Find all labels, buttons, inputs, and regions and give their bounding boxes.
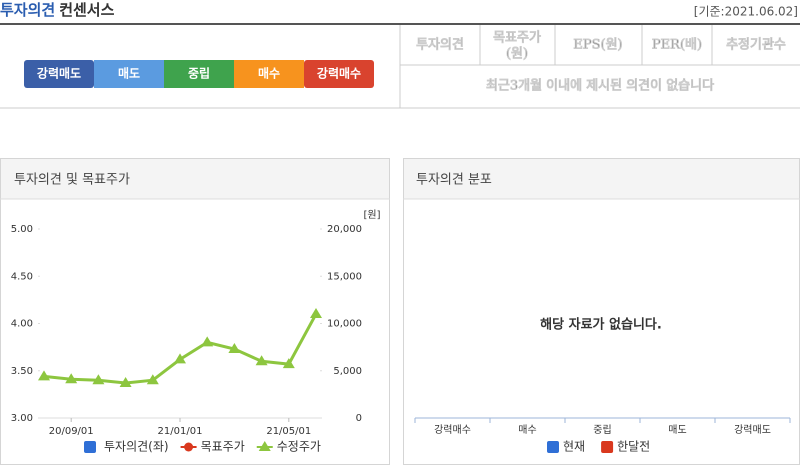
consensus-table: 투자의견 목표주가 (원) EPS(원) PER(배) 추정기관수 최근3개월 …: [0, 25, 800, 109]
table-header: EPS(원): [573, 38, 622, 53]
y2-tick-label: 15,000: [327, 271, 362, 282]
table-header: 투자의견: [416, 38, 464, 53]
no-data-message: 해당 자료가 없습니다.: [540, 317, 662, 333]
scale-button: [24, 60, 94, 88]
panel-header: [404, 159, 799, 199]
y2-unit: [원]: [363, 209, 380, 221]
data-point: [282, 358, 295, 369]
y-tick-label: 4.00: [11, 319, 33, 330]
header-date: [기준:2021.06.02]: [694, 5, 798, 19]
panel: [0, 158, 390, 465]
scale-label: 강력매수: [317, 66, 361, 81]
y-tick-label: 5.00: [11, 224, 33, 235]
legend-label: 현재: [563, 440, 585, 454]
y2-tick-label: 5,000: [333, 366, 362, 377]
legend-icon: [84, 441, 96, 453]
header-title: 투자의견 컨센서스: [0, 1, 115, 19]
data-point: [310, 308, 322, 319]
x-tick-label: 21/05/01: [266, 426, 311, 437]
data-point: [174, 353, 186, 364]
legend-label: 한달전: [617, 440, 650, 454]
table-header: (원): [506, 47, 528, 62]
legend-icon: [184, 442, 194, 452]
data-point: [65, 373, 78, 384]
legend-label: 목표주가: [201, 440, 245, 454]
series-line: [43, 313, 318, 385]
data-point: [119, 377, 132, 388]
table-message: 최근3개월 이내에 제시된 의견이 없습니다: [486, 79, 714, 94]
legend-label: 수정주가: [277, 440, 321, 454]
panel-header: [1, 159, 389, 199]
panel: [403, 158, 800, 465]
data-point: [146, 374, 159, 385]
legend-label: 투자의견(좌): [104, 440, 169, 454]
panel-title: 투자의견 및 목표주가: [14, 173, 130, 188]
scale-button: [164, 60, 234, 88]
x-tick-label: 20/09/01: [49, 426, 94, 437]
data-point: [38, 370, 50, 381]
data-point: [228, 343, 241, 354]
x-tick-label: 강력매수: [434, 424, 471, 436]
y-tick-label: 4.50: [11, 271, 33, 282]
scale-label: 중립: [188, 67, 210, 81]
x-tick-label: 중립: [593, 423, 611, 436]
scale-button: [94, 60, 164, 88]
scale-label: 매도: [118, 66, 140, 81]
legend-icon: [601, 441, 614, 453]
table-header: 목표주가: [493, 31, 541, 46]
y-tick-label: 3.50: [11, 366, 33, 377]
scale-label: 강력매도: [37, 66, 81, 81]
x-tick-label: 매수: [518, 424, 536, 436]
panel-title: 투자의견 분포: [416, 173, 492, 188]
y2-tick-label: 20,000: [327, 224, 362, 235]
scale-button: [234, 60, 304, 88]
y2-tick-label: 0: [356, 413, 362, 424]
x-tick-label: 21/01/01: [158, 426, 203, 437]
x-tick-label: 매도: [668, 424, 686, 436]
x-tick-label: 강력매도: [734, 424, 771, 436]
header-accent: 투자의견: [0, 1, 55, 19]
legend-icon: [258, 441, 271, 451]
header-title-text: 컨센서스: [59, 1, 114, 19]
data-point: [201, 336, 214, 347]
y-tick-label: 3.00: [11, 413, 33, 424]
data-point: [92, 374, 105, 385]
legend-icon: [547, 441, 559, 453]
data-point: [255, 355, 268, 366]
scale: 강력매도 매도 중립 매수 강력매수: [24, 60, 374, 88]
table-header: 추정기관수: [726, 38, 786, 53]
table-header: PER(배): [652, 38, 702, 53]
scale-label: 매수: [258, 66, 280, 81]
y2-tick-label: 10,000: [327, 319, 362, 330]
scale-button: [304, 60, 374, 88]
